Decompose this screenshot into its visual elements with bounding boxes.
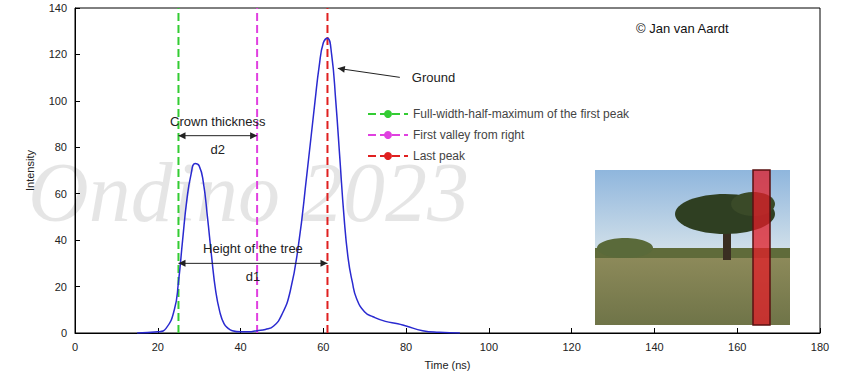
svg-text:80: 80 bbox=[55, 141, 67, 153]
svg-text:d1: d1 bbox=[246, 269, 260, 284]
svg-text:Last peak: Last peak bbox=[413, 149, 466, 163]
svg-text:Time (ns): Time (ns) bbox=[424, 359, 470, 371]
svg-text:Intensity: Intensity bbox=[24, 150, 36, 191]
svg-text:20: 20 bbox=[55, 281, 67, 293]
svg-text:d2: d2 bbox=[211, 142, 225, 157]
svg-text:60: 60 bbox=[55, 188, 67, 200]
svg-text:Ondino 2023: Ondino 2023 bbox=[28, 146, 469, 239]
svg-text:100: 100 bbox=[480, 341, 498, 353]
svg-text:40: 40 bbox=[55, 234, 67, 246]
svg-text:60: 60 bbox=[317, 341, 329, 353]
svg-text:0: 0 bbox=[72, 341, 78, 353]
svg-text:Ground: Ground bbox=[412, 70, 455, 85]
svg-text:140: 140 bbox=[49, 2, 67, 14]
svg-text:160: 160 bbox=[728, 341, 746, 353]
svg-text:Crown thickness: Crown thickness bbox=[170, 114, 266, 129]
svg-text:120: 120 bbox=[49, 48, 67, 60]
svg-text:First valley from right: First valley from right bbox=[413, 128, 525, 142]
svg-text:140: 140 bbox=[645, 341, 663, 353]
svg-text:20: 20 bbox=[152, 341, 164, 353]
svg-text:0: 0 bbox=[61, 327, 67, 339]
svg-text:40: 40 bbox=[234, 341, 246, 353]
svg-text:180: 180 bbox=[811, 341, 829, 353]
svg-text:100: 100 bbox=[49, 95, 67, 107]
svg-text:120: 120 bbox=[562, 341, 580, 353]
svg-text:Height of the tree: Height of the tree bbox=[203, 241, 303, 256]
svg-text:80: 80 bbox=[400, 341, 412, 353]
svg-text:© Jan van Aardt: © Jan van Aardt bbox=[636, 21, 729, 36]
svg-text:Full-width-half-maximum of the: Full-width-half-maximum of the first pea… bbox=[413, 107, 630, 121]
